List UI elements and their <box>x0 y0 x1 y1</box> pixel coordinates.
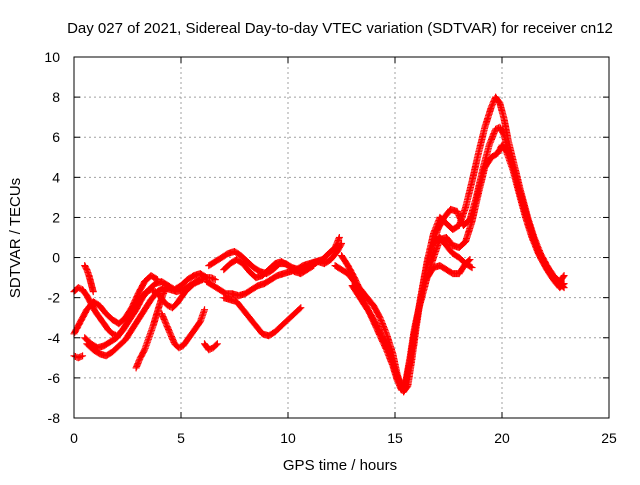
plot-frame <box>73 56 610 419</box>
x-tick-label: 5 <box>177 430 185 446</box>
data-point-markers <box>430 234 476 272</box>
x-tick-label: 20 <box>494 430 510 446</box>
x-tick-label: 10 <box>280 430 296 446</box>
data-point-markers <box>132 284 170 372</box>
data-point-markers <box>83 276 206 360</box>
x-tick-label: 25 <box>601 430 617 446</box>
y-tick-label: 0 <box>52 250 60 266</box>
y-tick-label: 4 <box>52 169 60 185</box>
y-tick-label: 6 <box>52 129 60 145</box>
series-track-17 <box>423 141 568 292</box>
data-point-markers <box>70 352 87 362</box>
y-tick-label: -4 <box>48 330 61 346</box>
chart-title: Day 027 of 2021, Sidereal Day-to-day VTE… <box>67 20 613 37</box>
y-tick-label: -2 <box>48 290 61 306</box>
grid-layer <box>74 57 609 418</box>
data-point-markers <box>158 306 209 352</box>
y-axis-title: SDTVAR / TECUs <box>7 178 24 298</box>
x-tick-label: 0 <box>70 430 78 446</box>
series-track-13 <box>220 256 318 282</box>
tick-layer: 0 5 10 15 20 25 -8 -6 -4 -2 0 2 4 6 8 10 <box>44 49 617 446</box>
data-point-markers <box>220 294 305 340</box>
y-tick-label: -6 <box>48 370 61 386</box>
series-track-6 <box>81 262 97 296</box>
series-track-5 <box>70 352 87 362</box>
series-track-12 <box>220 294 305 340</box>
series-track-18 <box>430 234 476 272</box>
series-track-7 <box>132 284 170 372</box>
data-point-markers <box>423 141 568 292</box>
series-track-8 <box>158 306 209 352</box>
y-tick-label: -8 <box>48 410 61 426</box>
y-tick-label: 10 <box>44 49 60 65</box>
series-track-9 <box>201 340 221 354</box>
data-layer <box>70 93 568 396</box>
data-point-markers <box>201 340 221 354</box>
series-track-4 <box>83 276 206 360</box>
y-tick-label: 2 <box>52 209 60 225</box>
series-track-11 <box>203 234 343 300</box>
data-point-markers <box>81 262 97 296</box>
x-axis-title: GPS time / hours <box>283 457 397 474</box>
data-point-markers <box>203 234 343 300</box>
x-tick-label: 15 <box>387 430 403 446</box>
data-point-markers <box>220 256 318 282</box>
axis-layer <box>73 56 610 419</box>
y-tick-label: 8 <box>52 89 60 105</box>
